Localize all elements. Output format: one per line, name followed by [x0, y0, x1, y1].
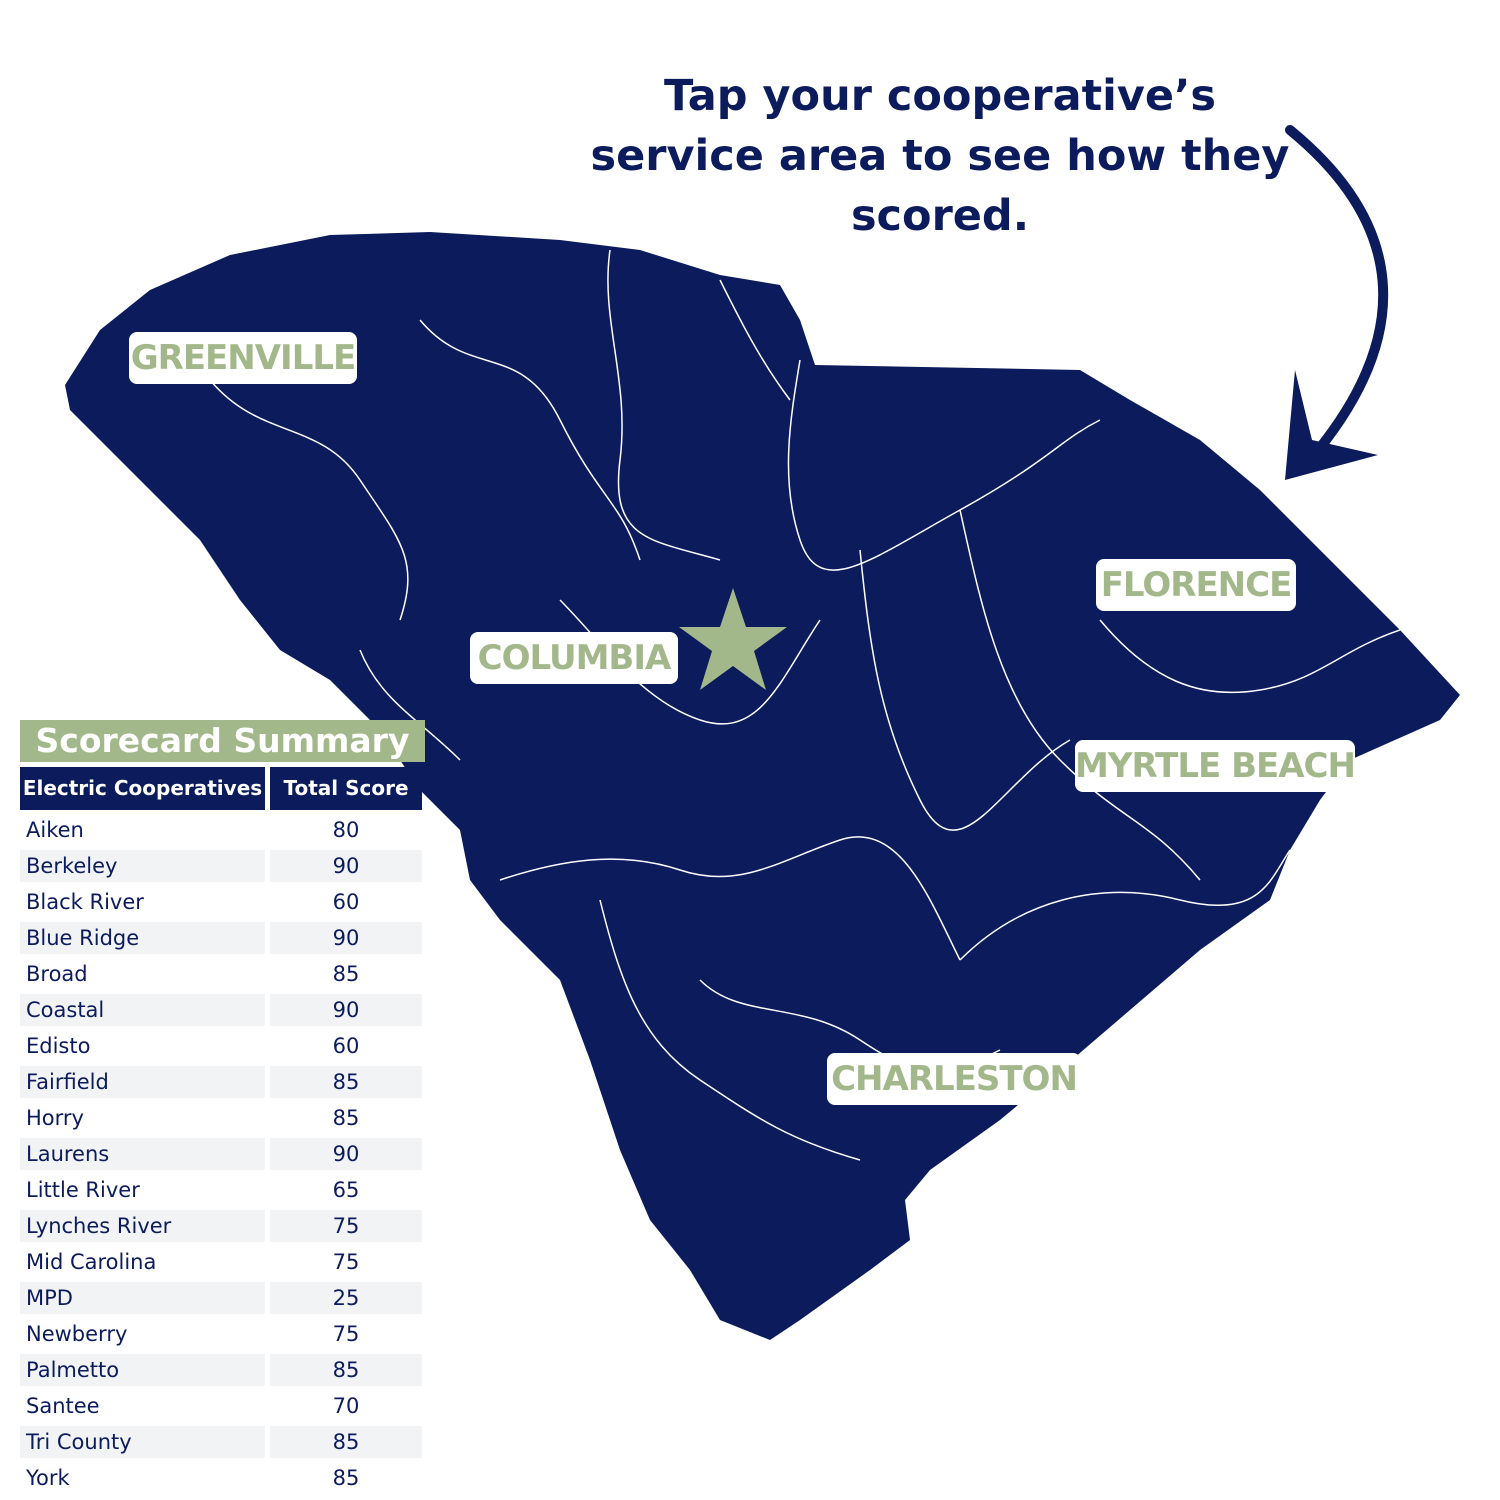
table-row: MPD 25 [20, 1282, 425, 1314]
city-label: GREENVILLE [131, 338, 356, 378]
column-header: Total Score [270, 767, 422, 810]
capital-star [679, 588, 787, 690]
table-row: Newberry 75 [20, 1318, 425, 1350]
state-outline[interactable] [65, 232, 1460, 1340]
cooperative-name: Coastal [20, 994, 265, 1026]
cooperative-name: Mid Carolina [26, 1250, 157, 1274]
arrow-head [1285, 370, 1378, 480]
table-row: Berkeley 90 [20, 850, 425, 882]
cooperative-name: Fairfield [20, 1066, 265, 1098]
total-score: 90 [270, 850, 422, 882]
total-score: 85 [270, 1354, 422, 1386]
table-row: Palmetto 85 [20, 1354, 425, 1386]
table-row: Broad 85 [20, 958, 425, 990]
total-score: 85 [332, 1106, 360, 1130]
cooperative-name: Santee [26, 1394, 100, 1418]
cooperative-name: Blue Ridge [20, 922, 265, 954]
cooperative-name: Black River [26, 890, 144, 914]
city-label: FLORENCE [1101, 565, 1292, 605]
cooperative-name: Lynches River [20, 1210, 265, 1242]
instruction: Tap your cooperative’s service area to s… [590, 71, 1290, 241]
cooperative-name: Berkeley [20, 850, 265, 882]
total-score: 85 [332, 1466, 360, 1490]
scorecard-table: Scorecard Summary Electric Cooperatives … [20, 720, 425, 1494]
table-title: Scorecard Summary [20, 720, 425, 762]
column-header: Electric Cooperatives [20, 767, 265, 810]
table-row: Edisto 60 [20, 1030, 425, 1062]
table-row: Black River 60 [20, 886, 425, 918]
cooperative-name: Edisto [26, 1034, 91, 1058]
cooperative-name: Broad [26, 962, 88, 986]
cooperative-name: Horry [26, 1106, 84, 1130]
total-score: 75 [332, 1322, 360, 1346]
cooperative-name: Laurens [20, 1138, 265, 1170]
city-label-box [827, 1053, 1081, 1105]
table-row: Aiken 80 [20, 814, 425, 846]
table-row: Horry 85 [20, 1102, 425, 1134]
table-row: Laurens 90 [20, 1138, 425, 1170]
table-row: Mid Carolina 75 [20, 1246, 425, 1278]
table-row: Fairfield 85 [20, 1066, 425, 1098]
table-row: Blue Ridge 90 [20, 922, 425, 954]
total-score: 25 [270, 1282, 422, 1314]
header-row: Electric Cooperatives Total Score [20, 767, 425, 810]
table-row: Lynches River 75 [20, 1210, 425, 1242]
city-label-box [129, 332, 357, 384]
table-row: Santee 70 [20, 1390, 425, 1422]
total-score: 90 [270, 922, 422, 954]
table-row: Tri County 85 [20, 1426, 425, 1458]
total-score: 85 [332, 962, 360, 986]
cooperative-name: York [26, 1466, 70, 1490]
cooperative-name: Palmetto [20, 1354, 265, 1386]
table-row: Coastal 90 [20, 994, 425, 1026]
city-label-box [470, 632, 678, 684]
total-score: 75 [332, 1250, 360, 1274]
total-score: 85 [270, 1066, 422, 1098]
city-label: MYRTLE BEACH [1075, 746, 1355, 786]
city-label: COLUMBIA [478, 638, 672, 678]
city-label: CHARLESTON [831, 1059, 1077, 1099]
city-label-box [1096, 559, 1296, 611]
total-score: 65 [332, 1178, 360, 1202]
total-score: 85 [270, 1426, 422, 1458]
cooperative-name: Aiken [26, 818, 84, 842]
total-score: 90 [270, 1138, 422, 1170]
total-score: 60 [332, 1034, 360, 1058]
total-score: 60 [332, 890, 360, 914]
table-row: York 85 [20, 1462, 425, 1494]
total-score: 70 [332, 1394, 360, 1418]
total-score: 75 [270, 1210, 422, 1242]
total-score: 80 [332, 818, 360, 842]
cooperative-name: Newberry [26, 1322, 128, 1346]
cooperative-name: Little River [26, 1178, 140, 1202]
table-row: Little River 65 [20, 1174, 425, 1206]
cooperative-name: Tri County [20, 1426, 265, 1458]
total-score: 90 [270, 994, 422, 1026]
cooperative-name: MPD [20, 1282, 265, 1314]
city-label-box [1075, 740, 1355, 792]
arrow [1285, 125, 1389, 465]
